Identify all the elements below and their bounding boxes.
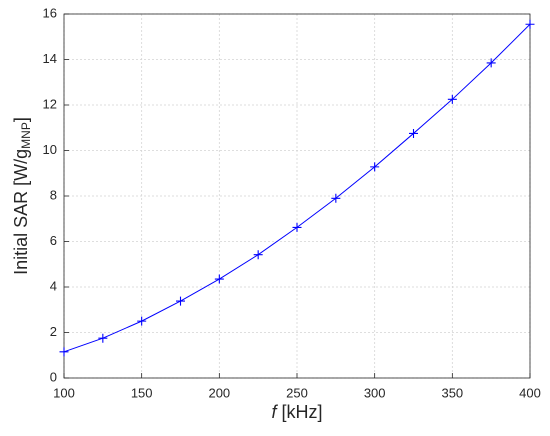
marker [409,128,418,138]
marker [98,333,108,343]
marker [59,347,69,357]
y-tick-label: 2 [50,324,57,339]
y-tick-label: 10 [43,142,57,157]
marker [137,316,147,326]
marker [370,162,380,172]
y-label-main: Initial SAR [W/g [11,149,31,275]
y-axis-label: Initial SAR [W/gMNP] [11,117,33,275]
y-tick-label: 14 [43,51,57,66]
y-tick-label: 8 [50,187,57,202]
x-tick-label: 150 [131,385,153,400]
x-tick-label: 400 [519,385,541,400]
x-tick-label: 350 [441,385,463,400]
y-label-sub: MNP [19,122,33,149]
y-tick-label: 6 [50,233,57,248]
marker [214,274,224,284]
x-tick-label: 100 [53,385,75,400]
marker [331,193,341,203]
y-tick-label: 16 [43,5,57,20]
x-label-rest: [kHz] [277,402,323,422]
axes-box [63,13,531,379]
y-tick-label: 12 [43,96,57,111]
x-tick-label: 200 [208,385,230,400]
marker [176,296,185,306]
x-axis-label: f [kHz] [271,402,322,422]
x-tick-label: 300 [364,385,386,400]
marker [486,58,496,68]
x-tick-label: 250 [286,385,308,400]
marker [525,19,535,29]
y-tick-label: 4 [50,278,57,293]
y-label-end: ] [11,117,31,122]
marker [292,222,302,232]
marker [447,94,457,104]
marker [253,250,263,260]
y-tick-label: 0 [50,369,57,384]
x-label-italic: f [271,402,278,422]
